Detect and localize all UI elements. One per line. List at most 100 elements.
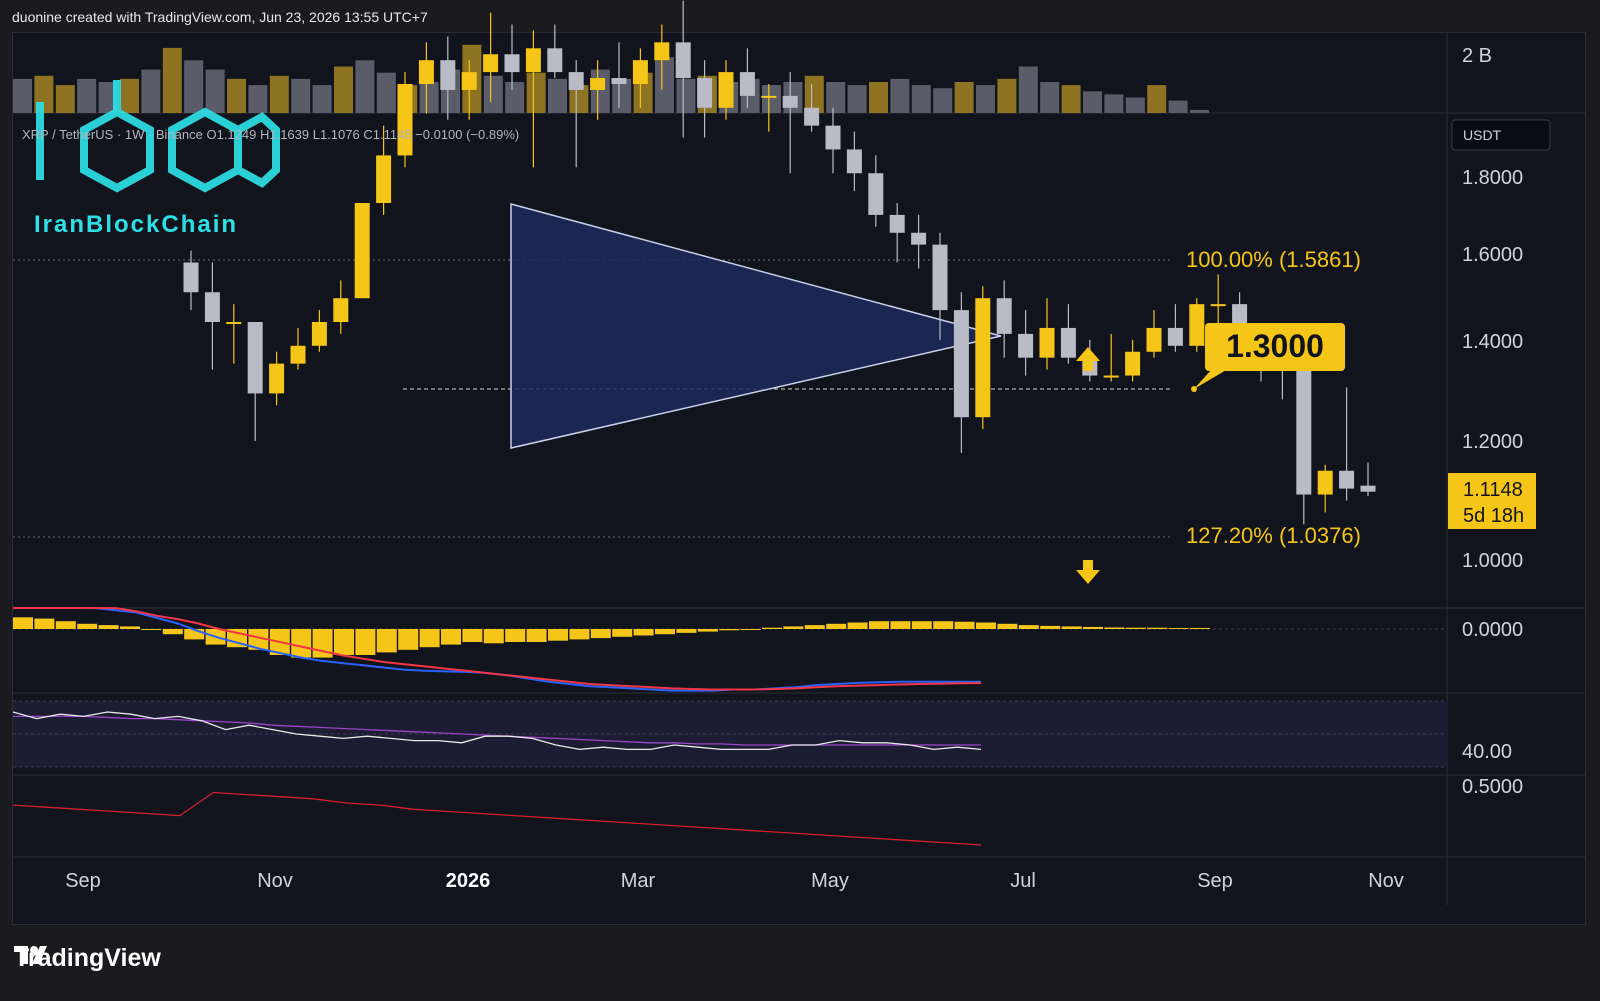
candle bbox=[525, 30, 541, 168]
price-tick: 1.0000 bbox=[1462, 550, 1523, 572]
volume-bar bbox=[804, 75, 824, 113]
price-tick: 1.4000 bbox=[1462, 331, 1523, 353]
candle bbox=[889, 203, 905, 263]
candle-body bbox=[718, 72, 734, 108]
candle-body bbox=[204, 292, 220, 322]
volume-bar bbox=[1104, 94, 1124, 113]
candle-body bbox=[568, 72, 584, 90]
macd-hist-bar bbox=[976, 622, 996, 629]
macd-hist-bar bbox=[1061, 626, 1082, 629]
candle-body bbox=[483, 54, 499, 73]
volume-bar bbox=[997, 78, 1017, 113]
candle bbox=[483, 12, 499, 102]
macd-hist-bar bbox=[1083, 626, 1103, 629]
candle-body bbox=[269, 363, 285, 394]
time-tick: Jul bbox=[1010, 870, 1036, 892]
time-axis[interactable]: Sep Nov 2026 Mar May Jul Sep Nov bbox=[65, 870, 1404, 892]
macd-hist-bar bbox=[1040, 625, 1061, 629]
candle-body bbox=[932, 244, 948, 311]
macd-hist-bar bbox=[1125, 627, 1146, 629]
candle bbox=[825, 107, 841, 174]
macd-hist-bar bbox=[933, 621, 954, 629]
candle-body bbox=[1360, 485, 1376, 492]
candle bbox=[440, 36, 456, 120]
macd-hist-bar bbox=[719, 629, 740, 631]
candle bbox=[1103, 333, 1119, 382]
macd-hist-bar bbox=[355, 629, 376, 655]
candle bbox=[290, 327, 306, 370]
candle bbox=[739, 48, 755, 108]
arrow-up-icon bbox=[1076, 347, 1100, 371]
volume-bar bbox=[847, 85, 867, 113]
candle-body bbox=[397, 84, 413, 156]
rsi-scale-label: 40.00 bbox=[1462, 741, 1512, 763]
candle-body bbox=[547, 48, 563, 73]
volume-bar bbox=[269, 75, 289, 113]
macd-hist-bar bbox=[1104, 627, 1125, 629]
candle-body bbox=[1210, 304, 1226, 307]
lower-scale-label: 0.5000 bbox=[1462, 776, 1523, 798]
macd-hist-bar bbox=[997, 623, 1018, 629]
price-tick: 1.8000 bbox=[1462, 167, 1523, 189]
macd-hist-bar bbox=[954, 621, 975, 629]
volume-bar bbox=[1018, 66, 1038, 113]
macd-line bbox=[13, 607, 981, 692]
macd-hist-bar bbox=[376, 629, 397, 653]
lower-indicator-line bbox=[12, 791, 982, 846]
candle-body bbox=[611, 78, 627, 84]
volume-bar bbox=[55, 85, 75, 113]
candle bbox=[1039, 298, 1055, 370]
time-tick: Sep bbox=[65, 870, 101, 892]
candle-body bbox=[1296, 369, 1312, 495]
volume-bar bbox=[1168, 100, 1188, 113]
candlesticks bbox=[183, 0, 1376, 525]
macd-hist-bar bbox=[334, 629, 354, 655]
candle-body bbox=[226, 322, 242, 324]
candle bbox=[632, 48, 648, 108]
candle bbox=[761, 84, 777, 132]
candle bbox=[697, 60, 713, 138]
candle-body bbox=[418, 60, 434, 84]
tradingview-logo[interactable]: TradingView bbox=[14, 944, 161, 973]
candle bbox=[397, 72, 413, 168]
macd-hist-bar bbox=[1018, 625, 1039, 629]
candle bbox=[846, 131, 862, 192]
candle-body bbox=[1060, 327, 1076, 358]
candle bbox=[418, 42, 434, 114]
macd-hist-bar bbox=[847, 622, 868, 629]
candle-body bbox=[675, 42, 691, 79]
candle bbox=[975, 286, 991, 430]
time-tick: 2026 bbox=[446, 870, 491, 892]
price-tick: 1.2000 bbox=[1462, 431, 1523, 453]
macd-hist-bar bbox=[911, 621, 932, 629]
candle-body bbox=[632, 60, 648, 84]
macd-hist-bar bbox=[1168, 627, 1189, 629]
volume-bar bbox=[376, 72, 396, 113]
macd-hist-bar bbox=[826, 623, 847, 629]
macd-hist-bar bbox=[740, 629, 761, 630]
macd-hist-bar bbox=[548, 629, 568, 641]
candle bbox=[1189, 298, 1205, 352]
price-callout[interactable]: 1.3000 bbox=[1191, 323, 1345, 392]
price-scale[interactable]: 2 B USDT 1.8000 1.6000 1.4000 1.2000 1.0… bbox=[1448, 45, 1551, 798]
symmetrical-triangle[interactable] bbox=[510, 203, 1002, 449]
candle-body bbox=[782, 95, 798, 108]
volume-bar bbox=[933, 88, 953, 113]
macd-hist-bar bbox=[184, 629, 205, 640]
candle bbox=[611, 42, 627, 108]
fib-100-label: 100.00% (1.5861) bbox=[1186, 247, 1361, 272]
volume-bar bbox=[590, 69, 610, 113]
macd-hist-bar bbox=[869, 621, 889, 629]
macd-histogram bbox=[13, 617, 1210, 658]
candle bbox=[269, 351, 285, 406]
candle-body bbox=[1189, 304, 1205, 346]
candle-body bbox=[654, 42, 670, 61]
currency-button[interactable] bbox=[1451, 119, 1551, 151]
volume-bar bbox=[120, 78, 139, 113]
candle-body bbox=[333, 298, 349, 322]
macd-hist-bar bbox=[676, 629, 697, 633]
candle-body bbox=[311, 322, 327, 346]
volume-bar bbox=[248, 85, 268, 113]
candle bbox=[996, 280, 1012, 358]
